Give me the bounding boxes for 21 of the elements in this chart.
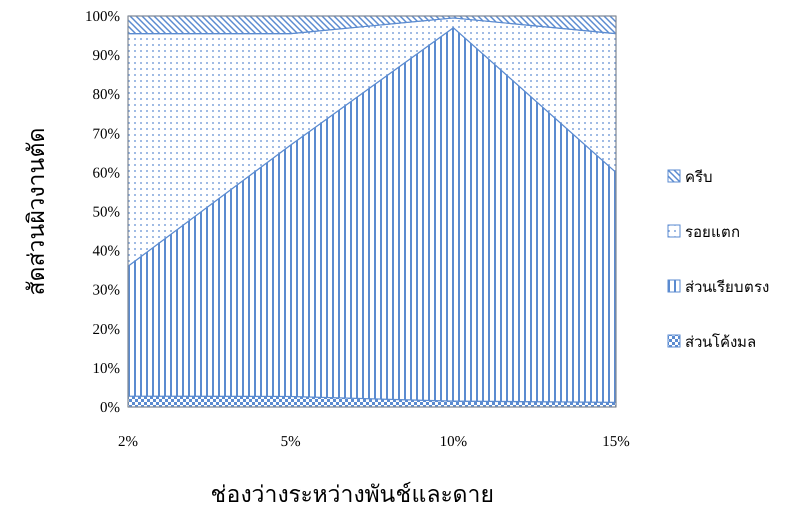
- y-tick-label: 10%: [92, 360, 120, 377]
- x-tick-label: 10%: [440, 434, 468, 450]
- y-tick-label: 80%: [92, 87, 120, 104]
- legend-label: ครีบ: [685, 169, 713, 186]
- y-tick-label: 70%: [92, 126, 120, 142]
- x-tick-label: 15%: [602, 434, 630, 450]
- x-tick-label: 5%: [280, 434, 301, 450]
- x-tick-label: 2%: [118, 434, 138, 450]
- y-tick-label: 60%: [92, 165, 120, 182]
- y-tick-label: 50%: [92, 204, 120, 220]
- legend-label: รอยแตก: [685, 225, 740, 241]
- y-tick-label: 0%: [100, 400, 120, 416]
- y-tick-label: 90%: [92, 48, 120, 64]
- y-tick-label: 20%: [92, 322, 120, 338]
- legend-label: ส่วนโค้งมล: [685, 333, 756, 351]
- y-tick-label: 100%: [85, 9, 120, 25]
- x-axis-title: ช่องว่างระหว่างพันช์และดาย: [210, 481, 494, 507]
- y-axis-title: สัดส่วนผิวงานตัด: [24, 128, 49, 296]
- legend-label: ส่วนเรียบตรง: [685, 279, 769, 296]
- y-tick-label: 30%: [92, 282, 120, 299]
- y-tick-label: 40%: [92, 244, 120, 260]
